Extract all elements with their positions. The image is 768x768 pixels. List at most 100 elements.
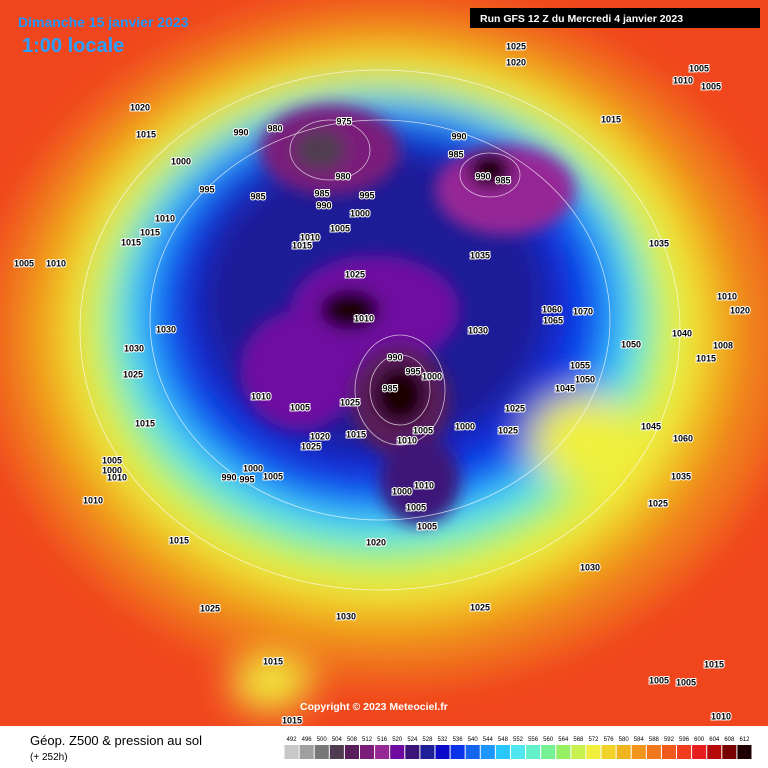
isobar-label: 1015 (346, 429, 366, 439)
isobar-label: 1015 (696, 353, 716, 363)
isobar-label: 985 (382, 383, 397, 393)
scale-label: 492 (287, 737, 298, 743)
isobar-label: 975 (336, 116, 351, 126)
isobar-label: 1010 (397, 435, 417, 445)
isobar-label: 1005 (330, 223, 350, 233)
scale-swatch (435, 745, 450, 759)
isobar-label: 1005 (676, 677, 696, 687)
scale-label: 604 (709, 737, 720, 743)
scale-label: 572 (588, 737, 599, 743)
scale-swatch (390, 745, 405, 759)
footer-title: Géop. Z500 & pression au sol (30, 733, 202, 748)
isobar-label: 1010 (414, 480, 434, 490)
scale-label: 556 (528, 737, 539, 743)
scale-swatch (737, 745, 752, 759)
isobar-label: 1035 (649, 238, 669, 248)
isobar-label: 1025 (505, 403, 525, 413)
scale-swatch (661, 745, 677, 759)
isobar-label: 1030 (336, 611, 356, 621)
scale-swatch (359, 745, 375, 759)
isobar-label: 1020 (310, 431, 330, 441)
isobar-label: 1000 (243, 463, 263, 473)
isobar-label: 1015 (292, 240, 312, 250)
isobar-label: 1005 (290, 402, 310, 412)
scale-label: 512 (362, 737, 373, 743)
isobar-label: 1005 (649, 675, 669, 685)
scale-swatch (692, 745, 707, 759)
isobar-label: 990 (233, 127, 248, 137)
scale-label: 580 (619, 737, 630, 743)
scale-swatch (375, 745, 390, 759)
isobar-label: 1030 (156, 324, 176, 334)
isobar-label: 1005 (689, 63, 709, 73)
isobar-label: 1045 (641, 421, 661, 431)
isobar-label: 1035 (470, 250, 490, 260)
isobar-label: 1000 (422, 371, 442, 381)
isobar-label: 985 (250, 191, 265, 201)
isobar-label: 985 (314, 188, 329, 198)
scale-label: 588 (649, 737, 660, 743)
scale-label: 584 (634, 737, 645, 743)
isobar-label: 1005 (413, 425, 433, 435)
isobar-label: 1015 (135, 418, 155, 428)
isobar-label: 1008 (713, 340, 733, 350)
scale-swatch (465, 745, 480, 759)
scale-swatch (616, 745, 631, 759)
isobar-label: 1015 (601, 114, 621, 124)
scale-label: 496 (302, 737, 313, 743)
isobar-label: 1010 (717, 291, 737, 301)
isobar-label: 1010 (711, 711, 731, 721)
isobar-label: 1010 (354, 313, 374, 323)
copyright: Copyright © 2023 Meteociel.fr (300, 701, 448, 713)
scale-swatch (556, 745, 571, 759)
isobar-label: 1025 (470, 602, 490, 612)
run-info: Run GFS 12 Z du Mercredi 4 janvier 2023 (480, 13, 683, 25)
isobar-label: 1020 (730, 305, 750, 315)
scale-swatch (420, 745, 435, 759)
isobar-label: 1025 (301, 441, 321, 451)
scale-label: 596 (679, 737, 690, 743)
scale-label: 608 (724, 737, 735, 743)
forecast-date: Dimanche 15 janvier 2023 (18, 14, 189, 30)
isobar-label: 1065 (543, 315, 563, 325)
scale-swatch (405, 745, 420, 759)
scale-swatch (646, 745, 661, 759)
isobar-label: 1015 (282, 715, 302, 725)
isobar-label: 1060 (673, 433, 693, 443)
isobar-label: 1035 (671, 471, 691, 481)
isobar-label: 995 (405, 366, 420, 376)
isobar-label: 1015 (169, 535, 189, 545)
scale-swatch (329, 745, 344, 759)
isobar-label: 1000 (455, 421, 475, 431)
isobar-label: 1010 (46, 258, 66, 268)
isobar-label: 1025 (506, 41, 526, 51)
isobar-label: 990 (387, 352, 402, 362)
isobar-label: 1015 (136, 129, 156, 139)
isobar-label: 1060 (542, 304, 562, 314)
scale-label: 564 (558, 737, 569, 743)
scale-swatch (284, 745, 299, 759)
isobar-label: 990 (451, 131, 466, 141)
scale-label: 560 (543, 737, 554, 743)
isobar-label: 1015 (704, 659, 724, 669)
scale-swatch (495, 745, 510, 759)
scale-label: 592 (664, 737, 675, 743)
scale-swatch (314, 745, 329, 759)
isobar-label: 1070 (573, 306, 593, 316)
scale-label: 600 (694, 737, 705, 743)
isobar-label: 995 (199, 184, 214, 194)
forecast-time: 1:00 locale (22, 35, 124, 57)
scale-label: 504 (332, 737, 343, 743)
scale-label: 524 (407, 737, 418, 743)
isobar-label: 1025 (648, 498, 668, 508)
isobar-label: 1015 (140, 227, 160, 237)
isobar-label: 1000 (392, 486, 412, 496)
run-box (470, 8, 760, 28)
isobar-label: 1005 (701, 81, 721, 91)
isobar-label: 1005 (263, 471, 283, 481)
scale-swatch (601, 745, 616, 759)
isobar-label: 1050 (621, 339, 641, 349)
isobar-label: 1005 (417, 521, 437, 531)
isobar-label: 1025 (345, 269, 365, 279)
